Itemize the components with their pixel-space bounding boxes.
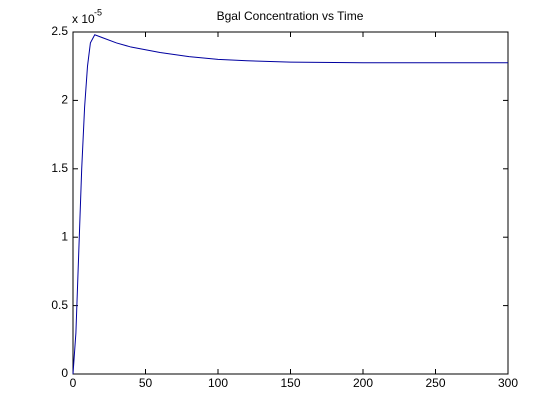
y-scale-label: x 10 [72,12,95,26]
y-tick-label: 0.5 [51,298,68,312]
y-tick-label: 1 [61,229,68,243]
y-tick-label: 2.5 [51,24,68,38]
chart-title: Bgal Concentration vs Time [217,9,364,23]
x-tick-label: 50 [139,376,153,390]
x-tick-label: 300 [498,376,518,390]
x-tick-label: 250 [425,376,445,390]
x-tick-label: 0 [70,376,77,390]
x-tick-label: 100 [208,376,228,390]
y-tick-label: 2 [61,93,68,107]
x-tick-label: 150 [280,376,300,390]
y-scale-exponent: -5 [94,7,102,17]
plot-frame [72,31,509,375]
y-tick-label: 1.5 [51,161,68,175]
y-tick-label: 0 [61,366,68,380]
data-line [72,34,508,375]
x-tick-label: 200 [353,376,373,390]
